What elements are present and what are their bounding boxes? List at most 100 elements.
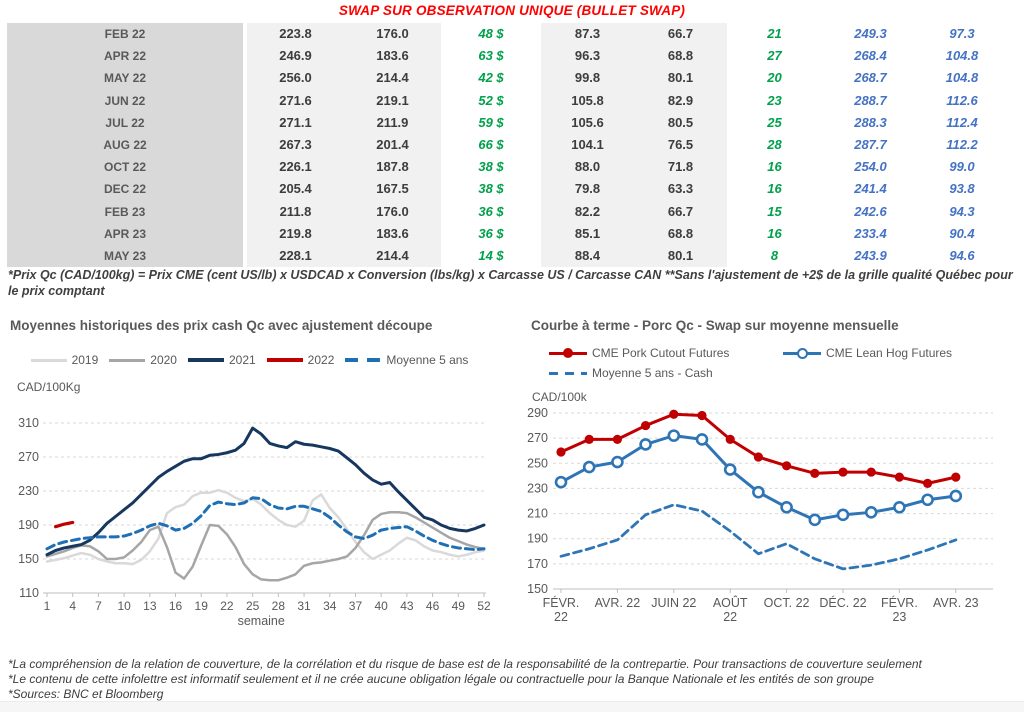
svg-text:190: 190 (527, 532, 548, 546)
cme-cwt: 71.8 (634, 156, 727, 179)
table-row: MAY 23 228.1 214.4 14 $88.4 80.1 8 243.9 94.6 (7, 244, 1005, 268)
svg-text:210: 210 (527, 507, 548, 521)
qc-price: 256.0 (247, 67, 344, 90)
fwd-qc: 254.0 (822, 156, 919, 179)
legend-swatch-icon (549, 347, 587, 359)
svg-text:31: 31 (297, 599, 311, 613)
svg-text:22: 22 (723, 610, 737, 624)
svg-text:40: 40 (374, 599, 388, 613)
svg-text:310: 310 (18, 416, 39, 430)
legend-swatch-icon (549, 367, 587, 379)
fwd-qc: 268.4 (822, 45, 919, 68)
cme-cwt: 76.5 (634, 133, 727, 157)
qc-price: 246.9 (247, 45, 344, 68)
footnote-line: *Le contenu de cette infolettre est info… (8, 672, 874, 686)
cme-price: 183.6 (344, 222, 441, 245)
svg-text:28: 28 (272, 599, 286, 613)
svg-text:10: 10 (117, 599, 131, 613)
gain-dollar: 38 $ (441, 178, 541, 201)
cme-price: 167.5 (344, 178, 441, 201)
qc-price: 219.8 (247, 222, 344, 245)
legend-label: 2021 (228, 353, 256, 367)
svg-text:AOÛT: AOÛT (713, 595, 748, 610)
svg-text:FÉVR.: FÉVR. (881, 595, 918, 610)
legend-swatch-icon (187, 358, 224, 362)
row-month: MAY 23 (7, 244, 243, 268)
qc-cwt: 85.1 (541, 222, 634, 245)
qc-cwt: 79.8 (541, 178, 634, 201)
svg-text:230: 230 (18, 484, 39, 498)
fwd-cwt: 94.3 (919, 200, 1005, 223)
qc-cwt: 87.3 (541, 23, 634, 46)
page-title: SWAP SUR OBSERVATION UNIQUE (BULLET SWAP… (338, 3, 686, 18)
fwd-cwt: 97.3 (919, 23, 1005, 46)
svg-text:FÉVR.: FÉVR. (543, 595, 580, 610)
svg-text:13: 13 (143, 599, 157, 613)
svg-text:250: 250 (527, 456, 548, 470)
legend-item: 2020 (109, 353, 177, 367)
gain-pct: 23 (727, 89, 822, 112)
cme-cwt: 80.1 (634, 244, 727, 268)
table-row: AUG 22 267.3 201.4 66 $104.1 76.5 28 287.7 112.… (7, 133, 1005, 157)
row-month: OCT 22 (7, 156, 243, 179)
legend-swatch-icon (109, 358, 146, 362)
legend-item: 2019 (30, 353, 98, 367)
svg-text:1: 1 (44, 599, 51, 613)
svg-text:JUIN 22: JUIN 22 (651, 596, 696, 610)
legend-label: Moyenne 5 ans (386, 353, 469, 367)
table-row: FEB 22 223.8 176.0 48 $87.3 66.7 21 249.3 97.3 (7, 23, 1005, 46)
svg-text:4: 4 (69, 599, 76, 613)
svg-text:AVR. 23: AVR. 23 (933, 596, 979, 610)
gain-dollar: 36 $ (441, 222, 541, 245)
left-chart-title: Moyennes historiques des prix cash Qc av… (10, 318, 433, 333)
fwd-qc: 233.4 (822, 222, 919, 245)
gain-dollar: 63 $ (441, 45, 541, 68)
qc-price: 223.8 (247, 23, 344, 46)
gain-dollar: 36 $ (441, 200, 541, 223)
gain-pct: 27 (727, 45, 822, 68)
gain-pct: 28 (727, 133, 822, 157)
bottom-strip (0, 701, 1024, 712)
row-month: MAY 22 (7, 67, 243, 90)
cme-price: 214.4 (344, 67, 441, 90)
gain-pct: 16 (727, 178, 822, 201)
cme-price: 219.1 (344, 89, 441, 112)
legend-item: Moyenne 5 ans (345, 353, 468, 367)
fwd-qc: 287.7 (822, 133, 919, 157)
legend-swatch-icon (30, 358, 67, 362)
cme-price: 201.4 (344, 133, 441, 157)
cme-price: 176.0 (344, 23, 441, 46)
qc-cwt: 96.3 (541, 45, 634, 68)
cme-price: 176.0 (344, 200, 441, 223)
fwd-qc: 243.9 (822, 244, 919, 268)
footnote-line: *Sources: BNC et Bloomberg (8, 687, 164, 701)
gain-dollar: 52 $ (441, 89, 541, 112)
fwd-qc: 241.4 (822, 178, 919, 201)
svg-text:170: 170 (527, 557, 548, 571)
table-row: FEB 23 211.8 176.0 36 $82.2 66.7 15 242.6 94.3 (7, 200, 1005, 223)
row-month: JUN 22 (7, 89, 243, 112)
gain-dollar: 48 $ (441, 23, 541, 46)
table-row: DEC 22 205.4 167.5 38 $79.8 63.3 16 241.4 93.8 (7, 178, 1005, 201)
row-month: JUL 22 (7, 111, 243, 134)
legend-label: Moyenne 5 ans - Cash (592, 366, 713, 380)
fwd-cwt: 112.6 (919, 89, 1005, 112)
svg-text:43: 43 (400, 599, 414, 613)
svg-text:semaine: semaine (238, 614, 285, 628)
fwd-cwt: 112.2 (919, 133, 1005, 157)
table-row: JUL 22 271.1 211.9 59 $105.6 80.5 25 288.3 112.… (7, 111, 1005, 134)
legend-label: CME Pork Cutout Futures (592, 346, 730, 360)
svg-text:110: 110 (19, 586, 39, 600)
fwd-qc: 268.7 (822, 67, 919, 90)
svg-text:150: 150 (18, 552, 39, 566)
svg-text:22: 22 (554, 610, 568, 624)
footnote-line: *La compréhension de la relation de couv… (8, 657, 922, 671)
svg-text:DÉC. 22: DÉC. 22 (819, 595, 866, 610)
fwd-qc: 242.6 (822, 200, 919, 223)
svg-text:23: 23 (892, 610, 906, 624)
legend-item: 2022 (266, 353, 334, 367)
svg-text:22: 22 (220, 599, 234, 613)
right-legend-cash: Moyenne 5 ans - Cash (549, 366, 713, 380)
fwd-cwt: 90.4 (919, 222, 1005, 245)
left-chart-legend: 2019 2020 2021 2022 Moyenne 5 ans (5, 353, 505, 367)
